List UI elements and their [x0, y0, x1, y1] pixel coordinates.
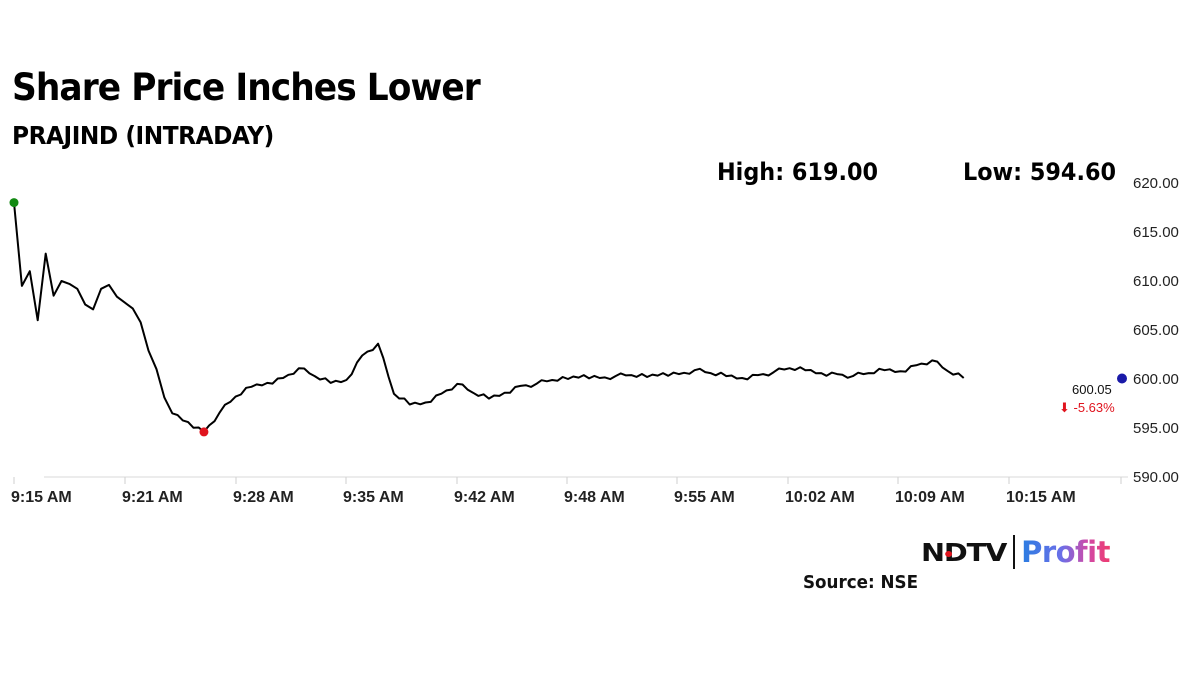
y-axis: 620.00 615.00 610.00 605.00 600.00 595.00 590.… [1133, 175, 1179, 486]
x-axis: 9:15 AM 9:21 AM 9:28 AM 9:35 AM 9:42 AM 9:48 … [11, 476, 1128, 506]
last-price-marker [1117, 373, 1127, 384]
high-value: High: 619.00 [717, 158, 879, 186]
y-tick-label: 590.00 [1133, 469, 1179, 486]
last-price-label: 600.05 [1072, 382, 1112, 397]
x-tick-label: 9:48 AM [564, 489, 625, 506]
x-tick-label: 10:02 AM [785, 489, 855, 506]
open-marker [9, 198, 19, 208]
x-tick-label: 10:09 AM [895, 489, 965, 506]
chart-subtitle: PRAJIND (INTRADAY) [12, 121, 274, 150]
x-tick-label: 9:35 AM [343, 489, 404, 506]
change-percent-label: ⬇ -5.63% [1059, 400, 1115, 415]
low-marker [199, 427, 209, 437]
chart-title: Share Price Inches Lower [12, 66, 481, 109]
y-tick-label: 620.00 [1133, 175, 1179, 192]
logo-red-dot [945, 550, 953, 557]
logo-divider [1013, 535, 1016, 569]
low-value: Low: 594.60 [963, 158, 1117, 186]
x-tick-label: 9:15 AM [11, 489, 72, 506]
x-tick-label: 9:28 AM [233, 489, 294, 506]
logo-ndtv-text: NDTV [921, 537, 1007, 567]
y-tick-label: 600.00 [1133, 371, 1179, 388]
y-tick-label: 605.00 [1133, 322, 1179, 339]
ndtv-profit-logo: NDTV Profit [921, 534, 1110, 570]
x-tick-label: 9:55 AM [674, 489, 735, 506]
x-tick-label: 9:21 AM [122, 489, 183, 506]
y-tick-label: 595.00 [1133, 420, 1179, 437]
x-tick-label: 10:15 AM [1006, 489, 1076, 506]
x-tick-label: 9:42 AM [454, 489, 515, 506]
y-tick-label: 610.00 [1133, 273, 1179, 290]
price-line [13, 202, 965, 433]
source-label: Source: NSE [803, 572, 919, 593]
y-tick-label: 615.00 [1133, 224, 1179, 241]
logo-profit-text: Profit [1021, 535, 1110, 569]
